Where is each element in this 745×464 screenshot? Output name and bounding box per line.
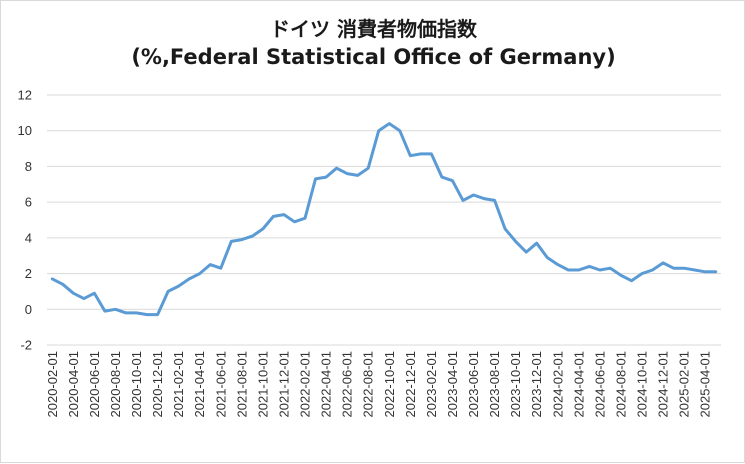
x-tick-label: 2021-02-01 bbox=[171, 351, 186, 418]
x-tick-label: 2025-02-01 bbox=[677, 351, 692, 418]
y-axis-tick-labels: 12 10 8 6 4 2 0 -2 bbox=[18, 88, 32, 353]
x-tick-label: 2023-12-01 bbox=[529, 351, 544, 418]
y-tick-label: 10 bbox=[18, 123, 32, 138]
x-tick-label: 2020-10-01 bbox=[129, 351, 144, 418]
x-tick-label: 2022-02-01 bbox=[298, 351, 313, 418]
x-tick-label: 2023-10-01 bbox=[508, 351, 523, 418]
x-tick-label: 2022-08-01 bbox=[361, 351, 376, 418]
y-tick-label: -2 bbox=[20, 338, 32, 353]
series-line bbox=[50, 122, 718, 317]
x-tick-label: 2021-10-01 bbox=[255, 351, 270, 418]
x-tick-label: 2020-06-01 bbox=[87, 351, 102, 418]
y-tick-label: 12 bbox=[18, 88, 32, 103]
x-tick-label: 2020-12-01 bbox=[150, 351, 165, 418]
x-tick-label: 2024-08-01 bbox=[613, 351, 628, 418]
x-tick-label: 2024-12-01 bbox=[656, 351, 671, 418]
y-tick-label: 4 bbox=[25, 230, 32, 245]
x-tick-label: 2024-10-01 bbox=[635, 351, 650, 418]
y-tick-label: 0 bbox=[25, 302, 32, 317]
x-tick-label: 2023-02-01 bbox=[424, 351, 439, 418]
chart-subtitle: (%,Federal Statistical Office of Germany… bbox=[131, 45, 616, 69]
y-tick-label: 8 bbox=[25, 159, 32, 174]
x-tick-label: 2022-12-01 bbox=[403, 351, 418, 418]
gridlines bbox=[47, 94, 721, 346]
x-axis-tick-labels: 2020-02-01 2020-04-01 2020-06-01 2020-08-01… bbox=[45, 351, 713, 418]
series-layer bbox=[50, 122, 718, 317]
x-tick-label: 2020-04-01 bbox=[66, 351, 81, 418]
x-tick-label: 2021-08-01 bbox=[234, 351, 249, 418]
x-tick-label: 2023-08-01 bbox=[487, 351, 502, 418]
x-tick-label: 2025-04-01 bbox=[698, 351, 713, 418]
x-tick-label: 2024-02-01 bbox=[550, 351, 565, 418]
x-tick-label: 2024-04-01 bbox=[571, 351, 586, 418]
x-tick-label: 2021-04-01 bbox=[192, 351, 207, 418]
chart-title: ドイツ 消費者物価指数 bbox=[270, 17, 477, 41]
x-tick-label: 2020-02-01 bbox=[45, 351, 60, 418]
y-tick-label: 6 bbox=[25, 195, 32, 210]
x-tick-label: 2022-04-01 bbox=[319, 351, 334, 418]
x-tick-label: 2023-06-01 bbox=[466, 351, 481, 418]
y-tick-label: 2 bbox=[25, 266, 32, 281]
x-tick-label: 2024-06-01 bbox=[592, 351, 607, 418]
x-tick-label: 2021-06-01 bbox=[213, 351, 228, 418]
x-tick-label: 2023-04-01 bbox=[445, 351, 460, 418]
x-tick-label: 2021-12-01 bbox=[276, 351, 291, 418]
x-tick-label: 2022-10-01 bbox=[382, 351, 397, 418]
x-tick-label: 2022-06-01 bbox=[340, 351, 355, 418]
x-tick-label: 2020-08-01 bbox=[108, 351, 123, 418]
